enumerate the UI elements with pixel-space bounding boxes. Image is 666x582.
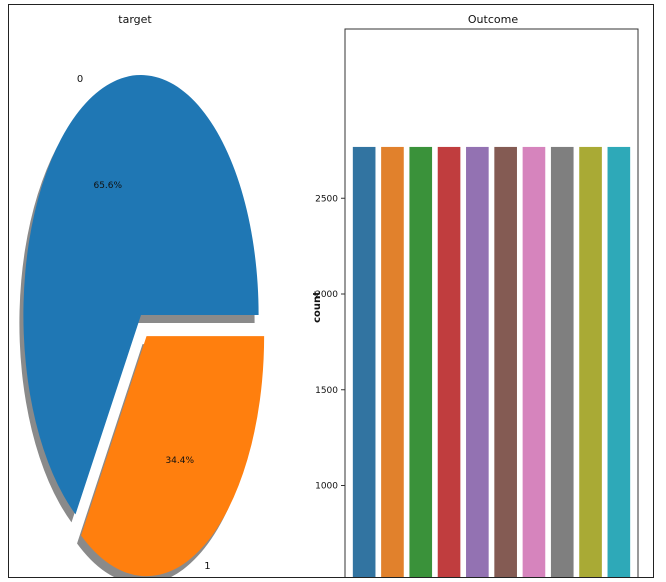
bar <box>381 146 404 577</box>
bar <box>607 146 631 577</box>
bar <box>466 146 489 577</box>
y-tick-label: 500 <box>321 577 338 578</box>
y-tick-label: 1500 <box>315 386 338 396</box>
bar-chart: Outcome count 500 1000 1500 2000 2500 <box>312 13 639 578</box>
bar <box>437 146 461 577</box>
y-tick-label: 2500 <box>315 194 338 204</box>
pie-title: target <box>118 13 152 26</box>
figure: target 65.6% 0 34.4% 1 Outcome count 500 100… <box>8 4 654 578</box>
y-tick-label: 1000 <box>315 482 338 492</box>
bar <box>522 146 546 577</box>
pie-pct-label: 65.6% <box>93 181 122 191</box>
bar <box>579 146 602 577</box>
pie-slice-1 <box>81 336 265 577</box>
figure-canvas: target 65.6% 0 34.4% 1 Outcome count 500 100… <box>19 13 639 578</box>
bar-title: Outcome <box>468 13 518 26</box>
bar-ylabel: count <box>312 291 323 323</box>
pie-category-label: 1 <box>204 561 210 572</box>
bar <box>494 146 517 577</box>
y-tick-label: 2000 <box>315 290 338 300</box>
pie-slice-0 <box>23 75 259 515</box>
bar-plot-area <box>344 28 639 577</box>
bar <box>352 146 376 577</box>
pie-category-label: 0 <box>77 74 83 85</box>
bar <box>550 146 574 577</box>
pie-chart: target 65.6% 0 34.4% 1 <box>19 13 265 577</box>
bar <box>409 146 433 577</box>
pie-pct-label: 34.4% <box>165 456 194 466</box>
